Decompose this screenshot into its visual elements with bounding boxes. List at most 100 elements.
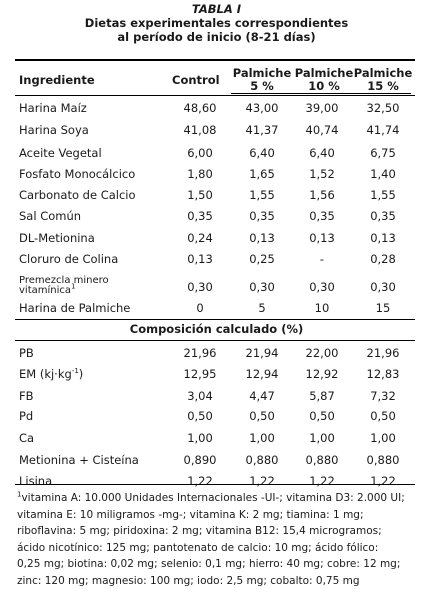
header-palmiche-10-bottom: 10 % <box>308 79 340 93</box>
table-title: TABLA I <box>191 2 242 16</box>
composition-value: 4,47 <box>249 389 275 403</box>
composition-name: Metionina + Cisteína <box>19 453 139 467</box>
ingredient-value: 1,56 <box>309 188 335 202</box>
table-subtitle-line1: Dietas experimentales correspondientes <box>84 16 349 30</box>
ingredient-name: Aceite Vegetal <box>19 146 102 160</box>
ingredient-value: 6,40 <box>309 146 335 160</box>
footnote-line: 0,25 mg; biotina: 0,02 mg; selenio: 0,1 … <box>17 558 401 570</box>
ingredient-value: 1,52 <box>309 167 335 181</box>
ingredient-value: 1,40 <box>370 167 396 181</box>
composition-value: 0,880 <box>305 453 339 467</box>
table-bottom-rule <box>15 484 415 485</box>
composition-value: 5,87 <box>309 389 335 403</box>
footnote-line: zinc: 120 mg; magnesio: 100 mg; iodo: 2,… <box>17 574 360 587</box>
ingredient-value: 41,37 <box>245 123 279 137</box>
ingredient-name: Harina Maíz <box>19 101 87 115</box>
ingredient-value: 0,30 <box>249 280 275 294</box>
composition-name: PB <box>19 346 34 360</box>
composition-value: 0,50 <box>249 409 275 423</box>
composition-value: 7,32 <box>370 389 396 403</box>
composition-value: 1,22 <box>249 474 275 488</box>
ingredient-value: 0,13 <box>309 231 335 245</box>
composition-value: 21,96 <box>183 346 217 360</box>
ingredient-name: Cloruro de Colina <box>19 252 119 266</box>
composition-value: 1,00 <box>370 431 396 445</box>
ingredient-name: Harina de Palmiche <box>19 301 131 315</box>
composition-value: 3,04 <box>187 389 213 403</box>
ingredient-value: 6,75 <box>370 146 396 160</box>
footnote-line: ácido nicotínico: 125 mg; pantotenato de… <box>17 541 379 554</box>
composition-value: 1,22 <box>309 474 335 488</box>
composition-name: Pd <box>19 409 34 423</box>
composition-value: 1,22 <box>187 474 213 488</box>
composition-value: 21,96 <box>366 346 400 360</box>
composition-name: EM (kj·kg-1) <box>19 367 84 381</box>
ingredient-value: 15 <box>375 301 391 315</box>
ingredient-value: 0 <box>196 301 204 315</box>
section-title: Composición calculado (%) <box>129 322 304 336</box>
ingredient-name: Sal Común <box>19 209 82 223</box>
header-control: Control <box>172 73 220 87</box>
composition-value: 21,94 <box>245 346 279 360</box>
ingredient-value: 41,08 <box>183 123 217 137</box>
top-rule <box>15 59 415 61</box>
composition-value: 12,92 <box>305 367 339 381</box>
ingredient-value: 6,00 <box>187 146 213 160</box>
ingredient-value: 1,80 <box>187 167 213 181</box>
header-palmiche-5-bottom: 5 % <box>250 79 274 93</box>
ingredient-value: 0,35 <box>249 209 275 223</box>
ingredient-name: Fosfato Monocálcico <box>19 167 136 181</box>
composition-name: Lisina <box>19 474 53 488</box>
composition-name: FB <box>19 389 34 403</box>
ingredient-value: 43,00 <box>245 101 279 115</box>
ingredient-value: 0,30 <box>309 280 335 294</box>
ingredient-value: 0,13 <box>187 252 213 266</box>
ingredient-value: 0,35 <box>187 209 213 223</box>
footnote-marker: 1 <box>17 490 22 499</box>
section-top-rule <box>15 319 415 320</box>
ingredient-value: 40,74 <box>305 123 339 137</box>
composition-name: Ca <box>19 431 35 445</box>
ingredient-value: 0,25 <box>249 252 275 266</box>
composition-value: 0,880 <box>245 453 279 467</box>
footnote-line: vitamina E: 10 miligramos -mg-; vitamina… <box>17 508 364 521</box>
composition-value: 1,00 <box>187 431 213 445</box>
composition-value: 0,50 <box>370 409 396 423</box>
composition-value: 1,22 <box>370 474 396 488</box>
ingredient-value: 0,30 <box>370 280 396 294</box>
header-palmiche-10-top: Palmiche <box>294 66 354 80</box>
footnote-line: riboflavina: 5 mg; piridoxina: 2 mg; vit… <box>17 525 382 537</box>
ingredient-value: 0,30 <box>187 280 213 294</box>
ingredient-value: 0,24 <box>187 231 213 245</box>
ingredient-name: Carbonato de Calcio <box>19 188 136 202</box>
ingredient-value: 1,55 <box>370 188 396 202</box>
composition-value: 12,95 <box>183 367 217 381</box>
header-ingredient: Ingrediente <box>19 73 95 87</box>
ingredient-value: 0,35 <box>370 209 396 223</box>
ingredient-value: 0,13 <box>370 231 396 245</box>
ingredient-value: 48,60 <box>183 101 217 115</box>
ingredient-value: 1,65 <box>249 167 275 181</box>
header-underline <box>231 93 411 94</box>
composition-value: 12,83 <box>366 367 400 381</box>
composition-value: 0,50 <box>309 409 335 423</box>
ingredient-value: 41,74 <box>366 123 400 137</box>
ingredient-value: 6,40 <box>249 146 275 160</box>
ingredient-value: 0,28 <box>370 252 396 266</box>
composition-value: 0,880 <box>366 453 400 467</box>
composition-value: 22,00 <box>305 346 339 360</box>
table-subtitle-line2: al período de inicio (8-21 días) <box>117 30 316 44</box>
ingredient-value: 1,55 <box>249 188 275 202</box>
composition-value: 1,00 <box>249 431 275 445</box>
ingredient-value: 1,50 <box>187 188 213 202</box>
header-rule <box>15 95 415 96</box>
header-palmiche-15-top: Palmiche <box>353 66 413 80</box>
ingredient-name: DL-Metionina <box>19 231 95 245</box>
ingredient-value: 5 <box>258 301 266 315</box>
composition-value: 0,890 <box>183 453 217 467</box>
ingredient-value: 39,00 <box>305 101 339 115</box>
header-palmiche-5-top: Palmiche <box>232 66 292 80</box>
ingredient-name-line2: vitamínica1 <box>19 282 76 296</box>
ingredient-value: 0,13 <box>249 231 275 245</box>
